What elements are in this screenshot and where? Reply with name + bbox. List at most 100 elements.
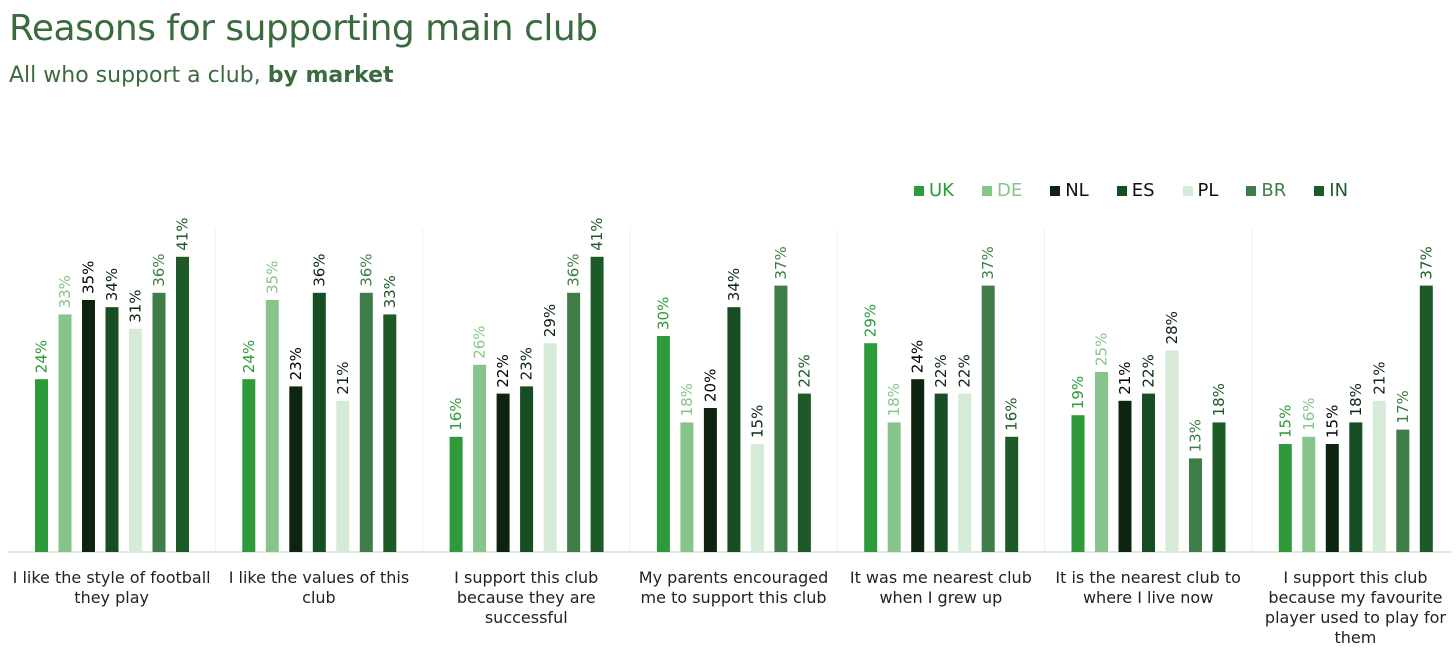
bar-br (359, 292, 373, 552)
data-label: 29% (862, 304, 880, 337)
category-label: It was me nearest club (850, 568, 1032, 587)
data-label: 33% (381, 275, 399, 308)
bar-es (1142, 393, 1155, 552)
data-label: 24% (909, 340, 927, 373)
legend-item-de: DE (981, 180, 1023, 201)
bar-de (1302, 436, 1316, 552)
data-label: 23% (518, 347, 536, 380)
legend-swatch (1050, 185, 1061, 196)
bar-nl (1325, 444, 1339, 552)
data-label: 18% (1210, 383, 1228, 416)
bar-uk (656, 336, 670, 552)
bar-pl (958, 393, 972, 552)
category-label: me to support this club (641, 588, 827, 607)
data-label: 22% (795, 354, 813, 387)
bar-de (265, 300, 279, 552)
legend-label: DE (996, 180, 1023, 201)
data-label: 26% (471, 325, 489, 358)
category-label: they play (74, 588, 149, 607)
data-label: 29% (541, 304, 559, 337)
legend-label: BR (1261, 180, 1287, 201)
data-label: 21% (1116, 361, 1134, 394)
legend-swatch (1116, 185, 1127, 196)
bar-nl (289, 386, 303, 552)
category-label: where I live now (1083, 588, 1213, 607)
bar-in (797, 393, 811, 552)
legend-item-pl: PL (1182, 180, 1218, 201)
data-label: 21% (334, 361, 352, 394)
bar-uk (1278, 444, 1292, 552)
legend-label: NL (1065, 180, 1089, 201)
data-label: 16% (1003, 397, 1021, 430)
legend-swatch (1314, 185, 1325, 196)
bar-es (934, 393, 948, 552)
bar-es (520, 386, 534, 552)
data-label: 15% (1276, 405, 1294, 438)
bar-pl (543, 343, 557, 552)
bar-nl (703, 408, 717, 552)
data-label: 15% (748, 405, 766, 438)
chart-legend: UK DE NL ES PL BR IN (914, 180, 1376, 201)
bar-uk (449, 436, 463, 552)
data-label: 37% (772, 246, 790, 279)
data-label: 20% (701, 369, 719, 402)
category-label: when I grew up (879, 588, 1002, 607)
data-label: 36% (357, 253, 375, 286)
category-label: because my favourite (1268, 588, 1442, 607)
bar-pl (129, 328, 142, 552)
data-label: 22% (494, 354, 512, 387)
bar-pl (750, 444, 764, 552)
data-label: 22% (932, 354, 950, 387)
category-label: club (302, 588, 336, 607)
data-label: 35% (263, 261, 281, 294)
legend-label: UK (929, 180, 954, 201)
bar-in (383, 314, 397, 552)
category-label: because they are (457, 588, 596, 607)
legend-swatch (1246, 185, 1257, 196)
bar-nl (911, 379, 925, 552)
legend-swatch (981, 185, 992, 196)
bar-br (774, 285, 788, 552)
data-label: 22% (956, 354, 974, 387)
bar-nl (1118, 400, 1132, 552)
category-label: player used to play for (1265, 608, 1446, 627)
bar-in (1419, 285, 1433, 552)
bar-in (176, 256, 189, 552)
chart-subtitle: All who support a club, by market (9, 63, 394, 88)
data-label: 30% (654, 297, 672, 330)
data-label: 18% (678, 383, 696, 416)
data-label: 21% (1370, 361, 1388, 394)
bar-in (590, 256, 604, 552)
data-label: 41% (174, 217, 192, 250)
bar-uk (864, 343, 878, 552)
data-label: 36% (565, 253, 583, 286)
data-label: 19% (1069, 376, 1087, 409)
bar-br (567, 292, 581, 552)
bar-nl (82, 300, 95, 552)
bar-es (727, 307, 741, 552)
legend-item-uk: UK (914, 180, 954, 201)
bar-br (1396, 429, 1410, 552)
data-label: 16% (447, 397, 465, 430)
data-label: 23% (287, 347, 305, 380)
data-label: 41% (588, 217, 606, 250)
bar-es (105, 307, 119, 552)
bar-pl (1372, 400, 1386, 552)
category-label: I like the style of football (13, 568, 211, 587)
legend-swatch (914, 185, 924, 196)
legend-item-in: IN (1314, 180, 1348, 201)
data-label: 22% (1140, 354, 1158, 387)
data-label: 18% (1347, 383, 1365, 416)
data-label: 24% (240, 340, 258, 373)
data-label: 37% (1417, 246, 1435, 279)
subtitle-bold: by market (267, 63, 394, 88)
data-label: 36% (150, 253, 168, 286)
bar-pl (1165, 350, 1179, 552)
data-label: 15% (1323, 405, 1341, 438)
legend-swatch (1182, 185, 1193, 196)
category-label: I support this club (454, 568, 598, 587)
data-label: 34% (103, 268, 121, 301)
data-label: 17% (1394, 390, 1412, 423)
legend-item-nl: NL (1050, 180, 1089, 201)
